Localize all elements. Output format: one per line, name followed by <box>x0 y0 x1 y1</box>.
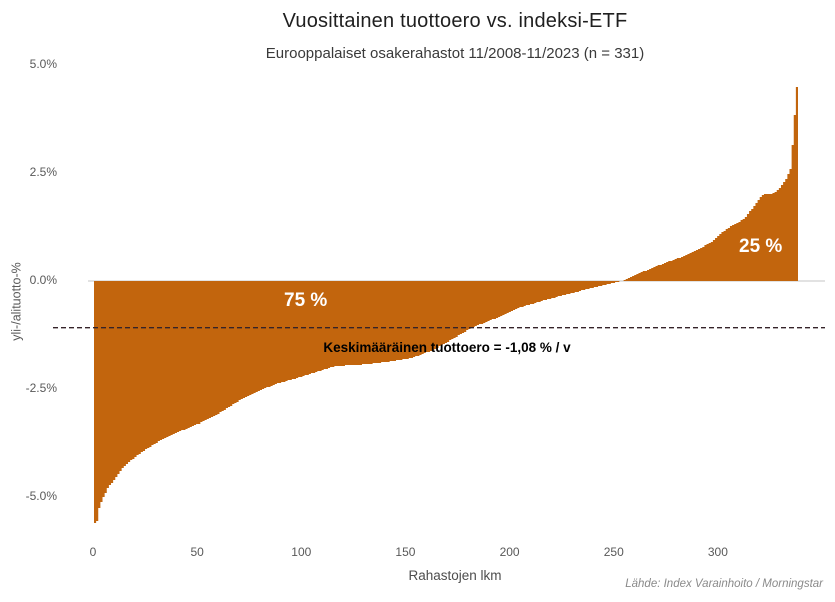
chart-subtitle: Eurooppalaiset osakerahastot 11/2008-11/… <box>265 45 645 62</box>
source-note: Lähde: Index Varainhoito / Morningstar <box>625 578 823 590</box>
y-axis-tick: 0.0% <box>29 273 57 287</box>
x-axis-tick: 0 <box>89 545 97 559</box>
x-axis-tick: 100 <box>291 545 312 559</box>
y-axis-tick: -5.0% <box>25 489 57 503</box>
x-axis-tick: 250 <box>603 545 624 559</box>
x-axis-tick: 150 <box>395 545 416 559</box>
return-difference-area <box>94 87 798 523</box>
x-axis-tick: 200 <box>499 545 520 559</box>
x-axis-title: Rahastojen lkm <box>408 568 502 583</box>
x-axis-tick: 50 <box>190 545 204 559</box>
chart-title: Vuosittainen tuottoero vs. indeksi-ETF <box>282 10 628 32</box>
x-axis-tick: 300 <box>707 545 728 559</box>
annotation-mean-return-difference: Keskimääräinen tuottoero = -1,08 % / v <box>323 340 571 355</box>
annotation-underperformers-share: 75 % <box>284 290 328 311</box>
annotation-outperformers-share: 25 % <box>739 236 783 257</box>
y-axis-tick: 5.0% <box>29 57 57 71</box>
y-axis-tick: -2.5% <box>25 381 57 395</box>
y-axis-title: yli-/alituotto-% <box>9 262 24 341</box>
y-axis-tick: 2.5% <box>29 165 57 179</box>
